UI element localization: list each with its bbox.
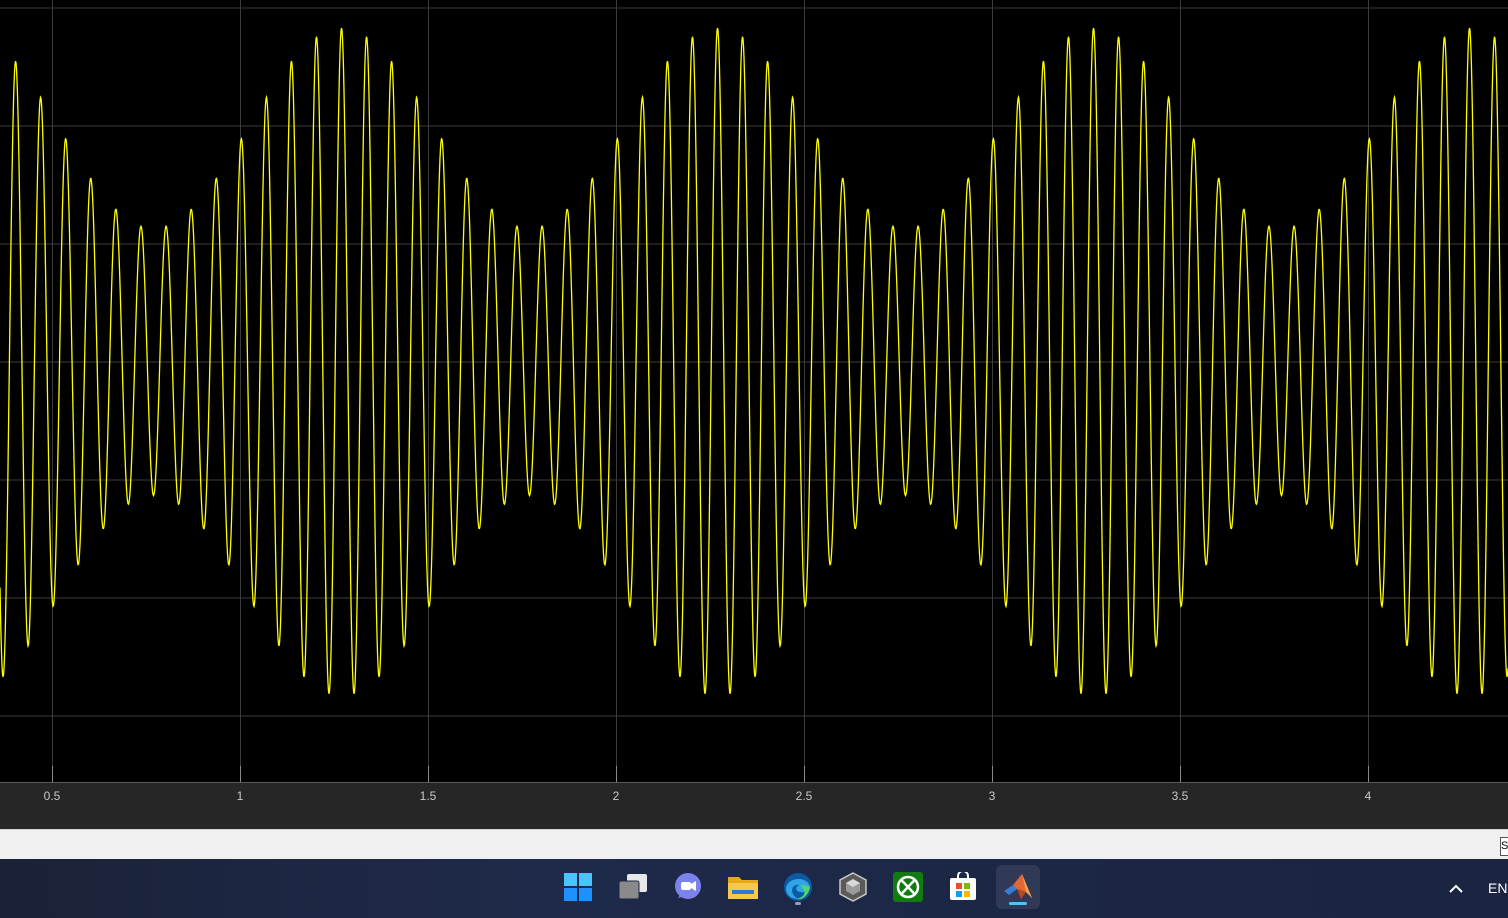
xbox-icon (893, 872, 923, 902)
start-button[interactable] (556, 865, 600, 909)
x-tick-label: 2.5 (795, 789, 813, 803)
edge-button[interactable] (776, 865, 820, 909)
task-view-icon (618, 874, 647, 900)
chat-button[interactable] (666, 865, 710, 909)
input-language-indicator[interactable]: EN (1488, 880, 1508, 896)
app-cube-button[interactable] (831, 865, 875, 909)
store-icon (950, 872, 976, 900)
matlab-button[interactable] (996, 865, 1040, 909)
status-bar: S (0, 829, 1508, 860)
x-tick-label: 1.5 (419, 789, 437, 803)
file-explorer-button[interactable] (721, 865, 765, 909)
signal-trace (0, 27, 1508, 694)
xbox-button[interactable] (886, 865, 930, 909)
scope-display[interactable] (0, 0, 1508, 782)
x-tick-label: 3 (988, 789, 996, 803)
scope-plot[interactable] (0, 0, 1508, 782)
x-tick-label: 3.5 (1171, 789, 1189, 803)
matlab-icon (1004, 874, 1032, 899)
show-hidden-icons-button[interactable] (1444, 878, 1468, 900)
chat-icon (675, 873, 701, 899)
start-icon (564, 873, 592, 901)
chevron-up-icon (1449, 884, 1463, 893)
status-field: S (1500, 837, 1508, 856)
task-view-button[interactable] (611, 865, 655, 909)
x-tick-label: 1 (236, 789, 244, 803)
x-tick-label: 2 (612, 789, 620, 803)
store-button[interactable] (941, 865, 985, 909)
file-explorer-icon (728, 877, 758, 899)
taskbar (0, 859, 1508, 918)
x-tick-label: 4 (1364, 789, 1372, 803)
x-axis-strip: 0.5 1 1.5 2 2.5 3 3.5 4 (0, 782, 1508, 830)
x-tick-label: 0.5 (43, 789, 61, 803)
edge-icon (784, 873, 812, 901)
app-cube-icon (839, 872, 867, 902)
